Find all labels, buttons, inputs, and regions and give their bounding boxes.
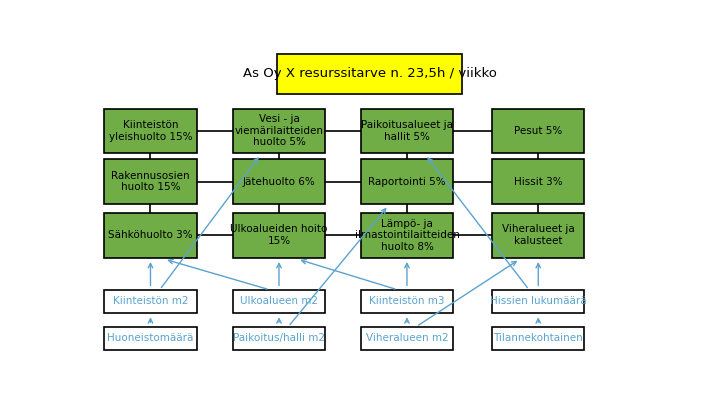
FancyBboxPatch shape bbox=[105, 213, 197, 258]
FancyBboxPatch shape bbox=[360, 327, 453, 350]
Text: Ulkoalueiden hoito
15%: Ulkoalueiden hoito 15% bbox=[230, 225, 327, 246]
FancyBboxPatch shape bbox=[233, 213, 325, 258]
Text: Tilannekohtainen: Tilannekohtainen bbox=[493, 333, 583, 343]
FancyBboxPatch shape bbox=[105, 327, 197, 350]
Text: Kiinteistön m2: Kiinteistön m2 bbox=[112, 296, 188, 306]
Text: Hissit 3%: Hissit 3% bbox=[514, 176, 562, 186]
FancyBboxPatch shape bbox=[278, 54, 461, 94]
FancyBboxPatch shape bbox=[360, 213, 453, 258]
Text: Vesi - ja
viemärilaitteiden
huolto 5%: Vesi - ja viemärilaitteiden huolto 5% bbox=[234, 114, 324, 148]
Text: Pesut 5%: Pesut 5% bbox=[514, 126, 562, 136]
FancyBboxPatch shape bbox=[492, 159, 584, 204]
Text: Huoneistomäärä: Huoneistomäärä bbox=[107, 333, 194, 343]
Text: Paikoitus/halli m2: Paikoitus/halli m2 bbox=[233, 333, 325, 343]
Text: Rakennusosien
huolto 15%: Rakennusosien huolto 15% bbox=[111, 171, 190, 192]
Text: Raportointi 5%: Raportointi 5% bbox=[368, 176, 446, 186]
FancyBboxPatch shape bbox=[233, 290, 325, 313]
FancyBboxPatch shape bbox=[492, 213, 584, 258]
FancyBboxPatch shape bbox=[360, 159, 453, 204]
FancyBboxPatch shape bbox=[233, 159, 325, 204]
Text: Jätehuolto 6%: Jätehuolto 6% bbox=[242, 176, 315, 186]
FancyBboxPatch shape bbox=[492, 327, 584, 350]
Text: Viheralueet ja
kalusteet: Viheralueet ja kalusteet bbox=[502, 225, 575, 246]
FancyBboxPatch shape bbox=[360, 109, 453, 153]
Text: Ulkoalueen m2: Ulkoalueen m2 bbox=[240, 296, 318, 306]
FancyBboxPatch shape bbox=[233, 109, 325, 153]
FancyBboxPatch shape bbox=[492, 290, 584, 313]
Text: Hissien lukumäärä: Hissien lukumäärä bbox=[490, 296, 587, 306]
Text: Kiinteistön
yleishuolto 15%: Kiinteistön yleishuolto 15% bbox=[109, 120, 193, 142]
FancyBboxPatch shape bbox=[105, 109, 197, 153]
Text: Viheralueen m2: Viheralueen m2 bbox=[366, 333, 448, 343]
Text: Kiinteistön m3: Kiinteistön m3 bbox=[369, 296, 445, 306]
FancyBboxPatch shape bbox=[233, 327, 325, 350]
Text: Paikoitusalueet ja
hallit 5%: Paikoitusalueet ja hallit 5% bbox=[361, 120, 453, 142]
Text: Sähköhuolto 3%: Sähköhuolto 3% bbox=[108, 230, 193, 240]
FancyBboxPatch shape bbox=[360, 290, 453, 313]
FancyBboxPatch shape bbox=[492, 109, 584, 153]
FancyBboxPatch shape bbox=[105, 159, 197, 204]
Text: Lämpö- ja
ilmastointilaitteiden
huolto 8%: Lämpö- ja ilmastointilaitteiden huolto 8… bbox=[355, 219, 459, 252]
FancyBboxPatch shape bbox=[105, 290, 197, 313]
Text: As Oy X resurssitarve n. 23,5h / viikko: As Oy X resurssitarve n. 23,5h / viikko bbox=[242, 67, 497, 81]
